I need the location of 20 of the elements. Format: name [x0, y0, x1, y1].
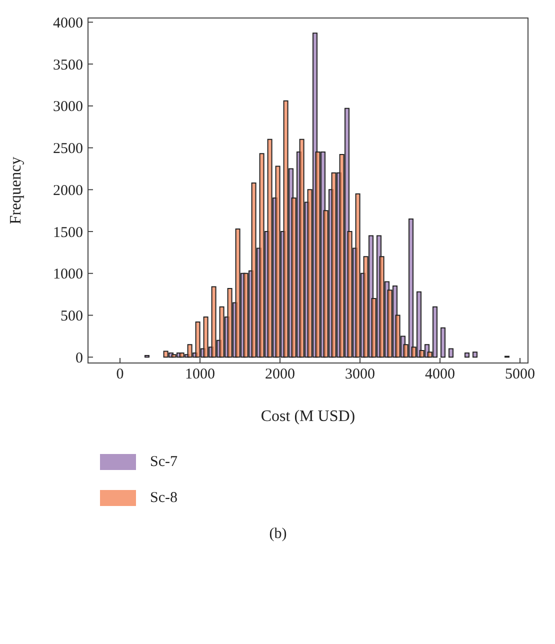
legend-label: Sc-7: [150, 454, 178, 470]
y-tick-label: 4000: [53, 16, 83, 32]
x-tick-label: 5000: [505, 366, 535, 383]
y-tick-label: 1000: [53, 266, 83, 283]
y-tick-label: 3500: [53, 57, 83, 74]
x-axis-title: Cost (M USD): [260, 408, 356, 425]
x-tick-label: 4000: [425, 366, 455, 383]
y-tick-label: 1500: [53, 224, 83, 241]
y-tick-label: 3000: [53, 99, 83, 116]
text: (b): [268, 526, 288, 543]
x-tick-label: 1000: [185, 366, 215, 383]
y-tick-label: 500: [60, 308, 83, 325]
y-tick-label: 0: [76, 350, 83, 366]
y-tick-label: 2000: [53, 182, 83, 199]
x-tick-label: 3000: [345, 366, 375, 383]
y-axis-title: Frequency: [8, 156, 25, 224]
legend-label: Sc-8: [150, 490, 178, 506]
y-tick-label: 2500: [53, 141, 83, 158]
x-tick-label: 0: [116, 366, 124, 383]
x-tick-label: 2000: [265, 366, 295, 383]
